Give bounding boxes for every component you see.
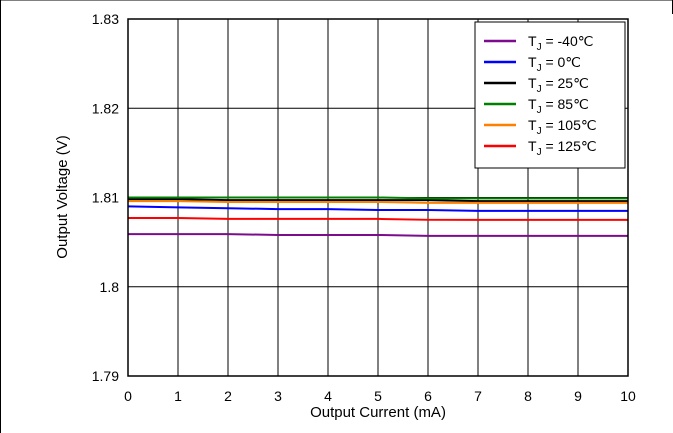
legend-label-rest: = 25℃ <box>542 75 589 91</box>
legend-label-main: T <box>528 117 537 133</box>
y-tick-labels: 1.79 1.8 1.81 1.82 1.83 <box>92 11 119 384</box>
x-tick-label: 2 <box>224 388 232 404</box>
legend-label-subscript: J <box>537 105 542 116</box>
x-tick-label: 0 <box>124 388 132 404</box>
x-tick-labels: 0 1 2 3 4 5 6 7 8 9 10 <box>124 388 636 404</box>
legend-label-rest: = -40℃ <box>542 33 594 49</box>
y-tick-label: 1.83 <box>92 11 119 27</box>
legend: TJ = -40℃TJ = 0℃TJ = 25℃TJ = 85℃TJ = 105… <box>474 21 626 169</box>
legend-label-rest: = 0℃ <box>542 54 581 70</box>
x-tick-label: 6 <box>424 388 432 404</box>
series-line <box>128 198 628 203</box>
legend-label: TJ = 125℃ <box>528 138 597 158</box>
x-axis-label: Output Current (mA) <box>310 404 446 421</box>
series-line <box>128 217 628 221</box>
series-line <box>128 200 628 204</box>
legend-label-main: T <box>528 75 537 91</box>
legend-label-main: T <box>528 33 537 49</box>
series-lines <box>127 196 628 237</box>
x-tick-label: 3 <box>274 388 282 404</box>
legend-label-subscript: J <box>537 147 542 158</box>
legend-label-rest: = 85℃ <box>542 96 589 112</box>
legend-label: TJ = 85℃ <box>528 96 589 116</box>
legend-label-subscript: J <box>537 63 542 74</box>
legend-label: TJ = 105℃ <box>528 117 597 137</box>
y-tick-label: 1.8 <box>100 279 120 295</box>
legend-label-subscript: J <box>537 126 542 137</box>
y-tick-label: 1.79 <box>92 368 119 384</box>
x-tick-label: 5 <box>374 388 382 404</box>
y-axis-label: Output Voltage (V) <box>54 135 71 258</box>
legend-label: TJ = 25℃ <box>528 75 589 95</box>
x-tick-label: 10 <box>620 388 636 404</box>
x-tick-label: 4 <box>324 388 332 404</box>
x-tick-label: 9 <box>574 388 582 404</box>
series-line <box>128 196 628 200</box>
legend-label-rest: = 125℃ <box>542 138 597 154</box>
series-line <box>127 205 628 212</box>
legend-label-subscript: J <box>537 42 542 53</box>
y-tick-label: 1.82 <box>92 100 119 116</box>
x-tick-label: 1 <box>174 388 182 404</box>
legend-label-main: T <box>528 138 537 154</box>
legend-label: TJ = -40℃ <box>528 33 593 53</box>
legend-label-rest: = 105℃ <box>542 117 597 133</box>
y-tick-label: 1.81 <box>92 190 119 206</box>
x-tick-label: 8 <box>524 388 532 404</box>
legend-label-subscript: J <box>537 84 542 95</box>
plot-border <box>127 18 629 377</box>
legend-label: TJ = 0℃ <box>528 54 581 74</box>
x-tick-label: 7 <box>474 388 482 404</box>
legend-label-main: T <box>528 96 537 112</box>
legend-box <box>474 21 626 169</box>
legend-label-main: T <box>528 54 537 70</box>
series-line <box>128 233 628 237</box>
